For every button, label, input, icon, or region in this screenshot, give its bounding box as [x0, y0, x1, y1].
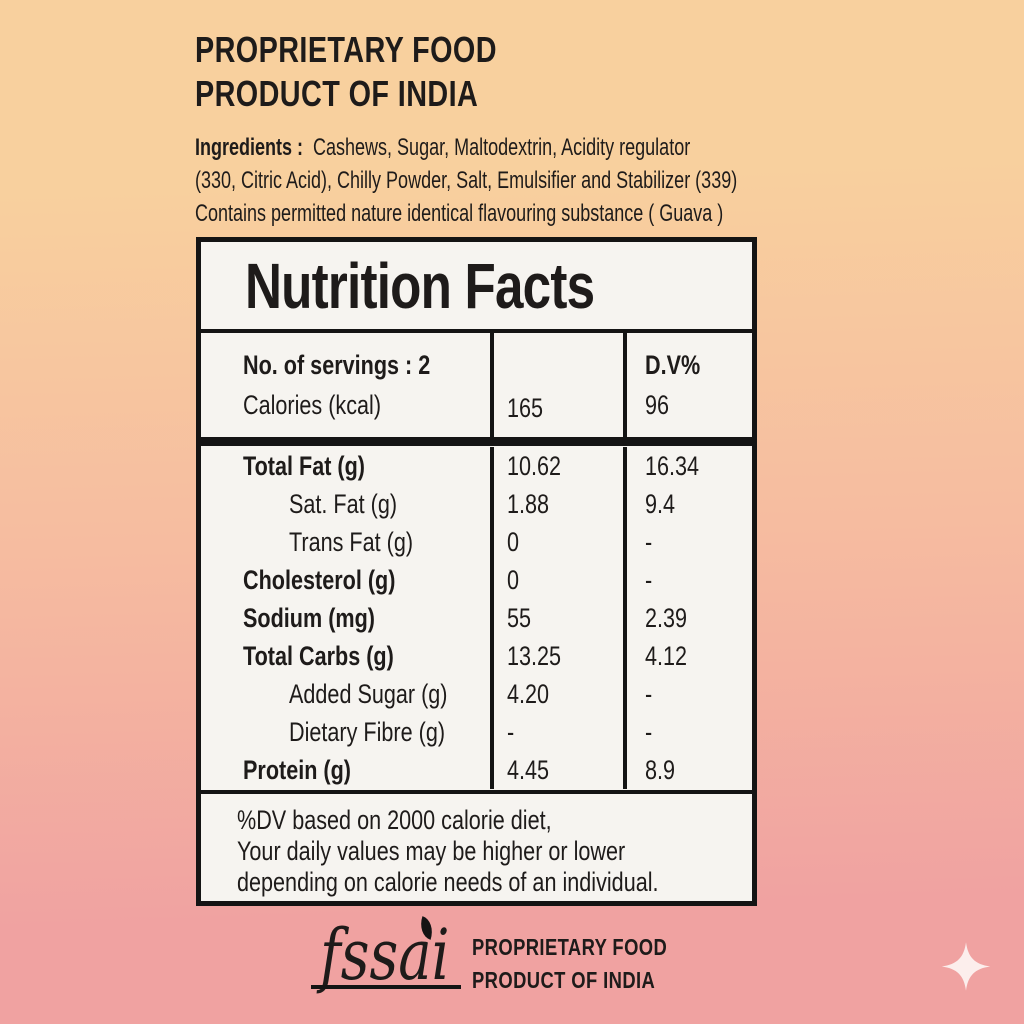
footer-brand-line2: PRODUCT OF INDIA — [472, 967, 656, 993]
nutrient-label-cell: Cholesterol (g) — [201, 561, 490, 599]
table-row: Dietary Fibre (g) - - — [201, 713, 752, 751]
nutrient-label: Cholesterol (g) — [243, 564, 396, 595]
nutrient-value-cell: 10.62 — [490, 447, 623, 485]
nutrient-dv: 16.34 — [645, 450, 700, 481]
nutrient-label-cell: Total Carbs (g) — [201, 637, 490, 675]
nutrient-label: Trans Fat (g) — [289, 526, 414, 557]
table-row: Trans Fat (g) 0 - — [201, 523, 752, 561]
calories-dv-value: 96 — [645, 389, 670, 420]
nutrient-label-cell: Sodium (mg) — [201, 599, 490, 637]
nutrient-dv: 9.4 — [645, 488, 676, 519]
nutrient-dv: - — [645, 564, 653, 595]
nutrient-value-cell: 4.45 — [490, 751, 623, 789]
nutrient-value: 4.20 — [507, 678, 550, 709]
nutrient-dv-cell: - — [623, 523, 752, 561]
nutrient-dv: 8.9 — [645, 754, 676, 785]
nutrient-label: Protein (g) — [243, 754, 351, 785]
nutrient-value-cell: 4.20 — [490, 675, 623, 713]
page-title: PROPRIETARY FOOD PRODUCT OF INDIA — [195, 28, 572, 116]
servings-label-cell: No. of servings : 2 Calories (kcal) — [201, 333, 490, 437]
nutrient-label: Total Fat (g) — [243, 450, 365, 481]
nutrient-value-cell: - — [490, 713, 623, 751]
dv-footnote: %DV based on 2000 calorie diet, Your dail… — [201, 794, 752, 901]
nutrient-value-cell: 0 — [490, 523, 623, 561]
nutrient-label: Added Sugar (g) — [289, 678, 448, 709]
calories-value-cell: 165 — [490, 333, 623, 437]
page-title-line2: PRODUCT OF INDIA — [195, 73, 479, 114]
dv-footnote-line: depending on calorie needs of an individ… — [237, 867, 659, 897]
nutrient-label: Dietary Fibre (g) — [289, 716, 446, 747]
ingredients-paragraph: Ingredients : Cashews, Sugar, Maltodextr… — [195, 131, 918, 230]
nutrient-value-cell: 0 — [490, 561, 623, 599]
nutrient-dv: 4.12 — [645, 640, 688, 671]
nutrient-value-cell: 1.88 — [490, 485, 623, 523]
nutrient-value: 0 — [507, 564, 520, 595]
nutrient-dv: - — [645, 716, 653, 747]
dv-footnote-line: Your daily values may be higher or lower — [237, 836, 626, 866]
ingredients-line1-text: Cashews, Sugar, Maltodextrin, Acidity re… — [313, 134, 691, 161]
nutrient-value: 0 — [507, 526, 520, 557]
nutrient-value: 4.45 — [507, 754, 550, 785]
nutrient-dv-cell: 8.9 — [623, 751, 752, 789]
nutrition-facts-panel: Nutrition Facts No. of servings : 2 Calo… — [196, 237, 757, 906]
table-row: Added Sugar (g) 4.20 - — [201, 675, 752, 713]
nutrient-label: Total Carbs (g) — [243, 640, 394, 671]
sparkle-shape — [941, 942, 991, 991]
nutrient-value: 1.88 — [507, 488, 550, 519]
nutrition-facts-title: Nutrition Facts — [245, 249, 595, 322]
nutrient-label-cell: Dietary Fibre (g) — [201, 713, 490, 751]
calories-value: 165 — [507, 393, 544, 423]
nutrient-dv: - — [645, 678, 653, 709]
footer-brand-text: PROPRIETARY FOOD PRODUCT OF INDIA — [472, 931, 716, 997]
nutrient-value-cell: 13.25 — [490, 637, 623, 675]
nutrition-facts-title-row: Nutrition Facts — [201, 242, 752, 333]
servings-section: No. of servings : 2 Calories (kcal) 165 … — [201, 333, 752, 446]
nutrient-dv-cell: - — [623, 561, 752, 599]
ingredients-line2: (330, Citric Acid), Chilly Powder, Salt,… — [195, 167, 738, 194]
ingredients-line3: Contains permitted nature identical flav… — [195, 200, 724, 227]
nutrient-label: Sodium (mg) — [243, 602, 375, 633]
nutrient-value: 13.25 — [507, 640, 562, 671]
nutrient-value-cell: 55 — [490, 599, 623, 637]
nutrient-label: Sat. Fat (g) — [289, 488, 398, 519]
sparkle-icon — [941, 942, 991, 991]
table-row: Total Fat (g) 10.62 16.34 — [201, 447, 752, 485]
table-row: Cholesterol (g) 0 - — [201, 561, 752, 599]
nutrient-dv-cell: 2.39 — [623, 599, 752, 637]
nutrient-label-cell: Trans Fat (g) — [201, 523, 490, 561]
table-row: Sodium (mg) 55 2.39 — [201, 599, 752, 637]
nutrient-dv: - — [645, 526, 653, 557]
nutrient-rows-section: Total Fat (g) 10.62 16.34 Sat. Fat (g) 1… — [201, 446, 752, 794]
page-title-line1: PROPRIETARY FOOD — [195, 29, 497, 70]
ingredients-label: Ingredients : — [195, 134, 304, 161]
servings-label: No. of servings : 2 — [243, 349, 431, 380]
footer-brand-line1: PROPRIETARY FOOD — [472, 934, 668, 960]
dv-header: D.V% — [645, 349, 701, 380]
nutrient-value: 55 — [507, 602, 532, 633]
nutrient-label-cell: Added Sugar (g) — [201, 675, 490, 713]
nutrient-dv-cell: - — [623, 675, 752, 713]
nutrient-value: 10.62 — [507, 450, 562, 481]
nutrient-value: - — [507, 716, 515, 747]
nutrient-label-cell: Protein (g) — [201, 751, 490, 789]
ingredients-line1: Ingredients : Cashews, Sugar, Maltodextr… — [195, 131, 690, 164]
nutrient-label-cell: Total Fat (g) — [201, 447, 490, 485]
fssai-logo: fssai — [311, 916, 470, 992]
dv-header-cell: D.V% 96 — [623, 333, 752, 437]
table-row: Protein (g) 4.45 8.9 — [201, 751, 752, 789]
dv-footnote-line: %DV based on 2000 calorie diet, — [237, 805, 552, 835]
nutrient-dv-cell: 9.4 — [623, 485, 752, 523]
calories-label: Calories (kcal) — [243, 389, 382, 420]
nutrient-dv: 2.39 — [645, 602, 688, 633]
nutrient-label-cell: Sat. Fat (g) — [201, 485, 490, 523]
nutrient-dv-cell: - — [623, 713, 752, 751]
table-row: Total Carbs (g) 13.25 4.12 — [201, 637, 752, 675]
nutrient-dv-cell: 4.12 — [623, 637, 752, 675]
table-row: Sat. Fat (g) 1.88 9.4 — [201, 485, 752, 523]
nutrient-dv-cell: 16.34 — [623, 447, 752, 485]
fssai-underline — [311, 985, 461, 989]
